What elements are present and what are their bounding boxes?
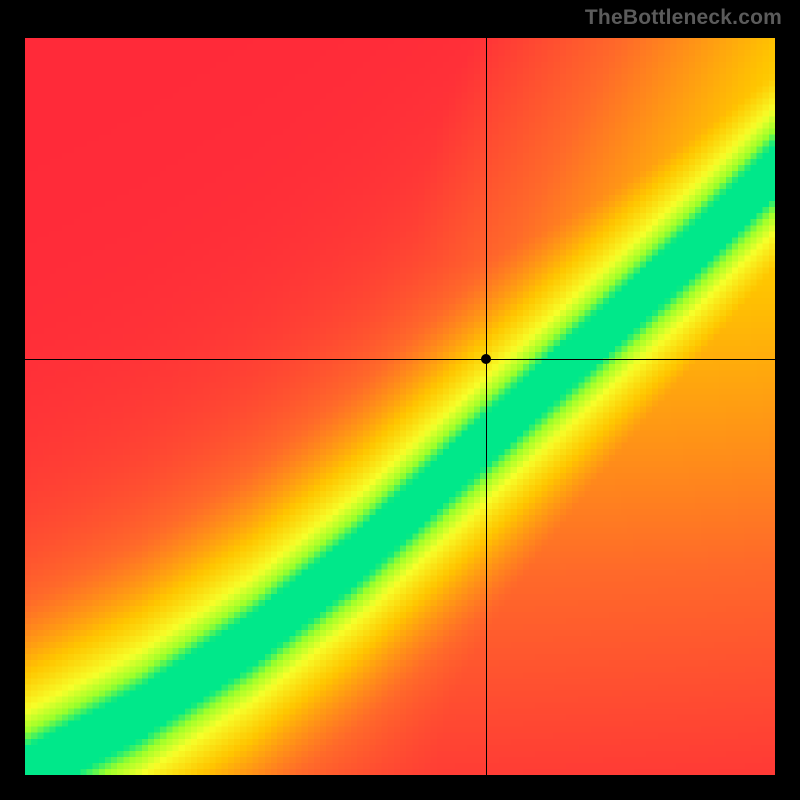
- crosshair-vertical: [486, 38, 487, 775]
- heatmap-plot: [25, 38, 775, 775]
- watermark-text: TheBottleneck.com: [585, 6, 782, 30]
- marker-dot: [481, 354, 491, 364]
- crosshair-horizontal: [25, 359, 775, 360]
- heatmap-canvas: [25, 38, 775, 775]
